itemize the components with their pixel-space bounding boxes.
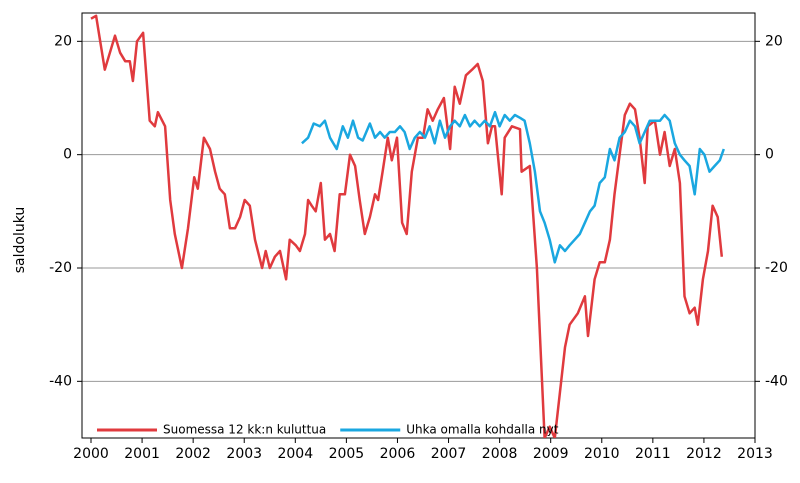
x-tick-label: 2009 [533,446,569,462]
legend-label: Uhka omalla kohdalla nyt [406,423,558,437]
x-tick-label: 2004 [277,446,313,462]
plot-frame [81,12,756,439]
legend-label: Suomessa 12 kk:n kuluttua [163,423,326,437]
y2-tick-label: 20 [765,33,783,49]
x-tick-label: 2013 [737,446,773,462]
x-tick-label: 2006 [380,446,416,462]
x-tick-label: 2002 [175,446,211,462]
y2-tick-label: -20 [765,260,788,276]
x-tick-label: 2005 [329,446,365,462]
x-tick-label: 2000 [73,446,109,462]
x-tick-label: 2003 [226,446,262,462]
x-tick-label: 2001 [124,446,160,462]
legend: Suomessa 12 kk:n kuluttua Uhka omalla koh… [97,423,559,437]
y2-tick-label: -40 [765,373,788,389]
x-tick-label: 2011 [635,446,671,462]
y-tick-label: -20 [49,260,72,276]
y-tick-label: 20 [54,33,72,49]
y-tick-label: -40 [49,373,72,389]
x-tick-label: 2007 [431,446,467,462]
x-tick-label: 2010 [584,446,620,462]
y2-tick-label: 0 [765,147,774,163]
y-axis-label: saldoluku [12,207,28,274]
y-tick-label: 0 [63,147,72,163]
series-line [301,110,725,264]
x-tick-label: 2008 [482,446,518,462]
x-tick-label: 2012 [686,446,722,462]
series-line [90,14,724,438]
